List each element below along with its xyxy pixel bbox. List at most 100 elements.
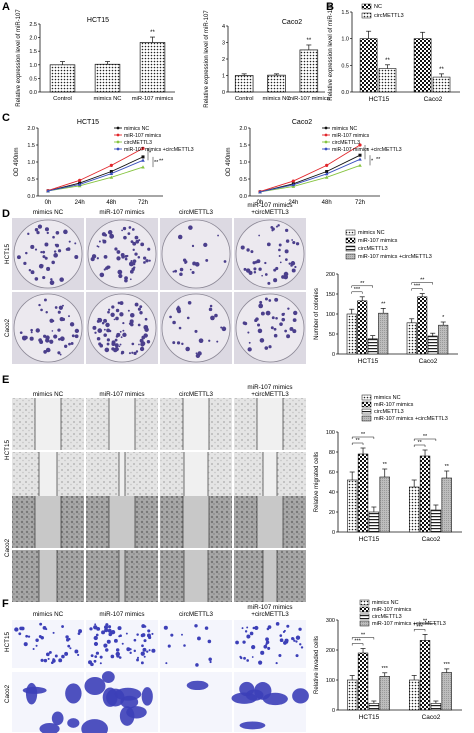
row-header: Caco2 (4, 684, 11, 703)
invaded-cell (254, 625, 259, 631)
invaded-cell (204, 626, 209, 630)
colony (223, 260, 227, 263)
invaded-cell (146, 650, 149, 653)
invaded-cell (133, 649, 137, 653)
colony (246, 248, 250, 252)
chart-D: 0 50 100 150 200 Number of colonies HCT15 Caco2… (314, 229, 458, 365)
invaded-cell (93, 625, 98, 630)
wound-gap (263, 452, 277, 504)
panel-label-e: E (2, 374, 9, 386)
data-point (291, 179, 295, 183)
invaded-cell (208, 657, 212, 662)
bar (346, 313, 357, 355)
invaded-cell (147, 629, 151, 633)
colony (268, 345, 272, 349)
bar (441, 672, 452, 711)
invaded-cell-cluster (39, 723, 60, 733)
colony (144, 327, 149, 332)
wound-gap (39, 550, 57, 602)
invaded-cell (142, 647, 147, 652)
legend-swatch (345, 253, 356, 260)
invaded-cell-cluster (65, 683, 82, 704)
legend-label: NC (374, 4, 382, 10)
legend-label: mimics NC (332, 126, 357, 132)
legend-label: circMETTL3 (374, 13, 404, 19)
y-axis-label: Relative expression level of miR-107 (16, 9, 22, 107)
column-header: +circMETTL3 (251, 209, 289, 216)
legend-label: circMETTL3 (124, 140, 152, 146)
colony (30, 328, 33, 332)
invaded-cell (291, 637, 295, 641)
significance-label: ** (423, 618, 428, 624)
bar (419, 455, 431, 533)
wound-gap (257, 496, 283, 548)
bar (427, 335, 438, 355)
legend-swatch (361, 415, 372, 422)
significance-label: ** (150, 30, 155, 36)
y-tick-label: 0 (222, 90, 225, 96)
colony (58, 305, 63, 310)
series-line (259, 154, 361, 193)
colony (34, 248, 38, 251)
colony (46, 231, 49, 235)
x-tick-label: HCT15 (369, 96, 390, 103)
legend-swatch (361, 3, 372, 10)
colony (278, 248, 281, 252)
colony (127, 232, 131, 236)
data-point (324, 172, 329, 176)
colony (54, 306, 58, 309)
invaded-cell (251, 644, 256, 650)
colony (104, 320, 107, 323)
significance-bracket (351, 643, 364, 646)
y-tick-label: 1.5 (27, 143, 35, 149)
bar (94, 63, 121, 93)
colony (122, 322, 125, 325)
invaded-cell (183, 644, 186, 647)
colony (242, 321, 246, 325)
invaded-cell (125, 632, 128, 635)
significance-bracket (351, 637, 375, 640)
colony (270, 326, 274, 330)
colony (260, 311, 265, 316)
invaded-cell (181, 633, 183, 636)
colony (69, 322, 75, 327)
invaded-cell (235, 640, 239, 645)
colony (181, 342, 184, 346)
colony (131, 351, 134, 354)
colony (130, 240, 134, 244)
significance-bracket (413, 444, 426, 447)
chart-title: HCT15 (87, 17, 109, 24)
legend-marker (324, 126, 328, 130)
invaded-cell (113, 638, 118, 643)
invaded-cell (105, 623, 109, 627)
colony (48, 349, 51, 352)
chart-C2: 0.0 0.5 1.0 1.5 2.0 OD 490nm Caco2 0h 24h 48h 72h m… (226, 119, 402, 206)
invaded-cell (207, 639, 212, 644)
colony (55, 230, 60, 235)
invaded-cell (35, 638, 39, 642)
colony-plate (235, 293, 305, 363)
colony (97, 328, 103, 333)
colony (279, 261, 282, 264)
colony (30, 270, 35, 275)
x-tick-label: Caco2 (419, 358, 438, 365)
invaded-cell (246, 659, 249, 662)
invaded-cell (209, 660, 212, 664)
y-axis-label: Relative expression level of miR-107 (204, 10, 210, 108)
colony (250, 250, 254, 254)
y-tick-label: 20 (329, 510, 335, 516)
significance-label: ** (420, 278, 425, 284)
invaded-cell (129, 651, 132, 654)
invaded-cell (246, 634, 251, 639)
data-point (141, 146, 145, 150)
colony (284, 249, 289, 254)
legend-marker (116, 147, 120, 151)
colony (43, 298, 47, 302)
data-point (291, 184, 296, 188)
panel-label-f: F (2, 598, 9, 610)
invaded-cell (52, 658, 55, 661)
colony (264, 346, 269, 350)
colony (129, 319, 134, 324)
colony (109, 233, 115, 239)
